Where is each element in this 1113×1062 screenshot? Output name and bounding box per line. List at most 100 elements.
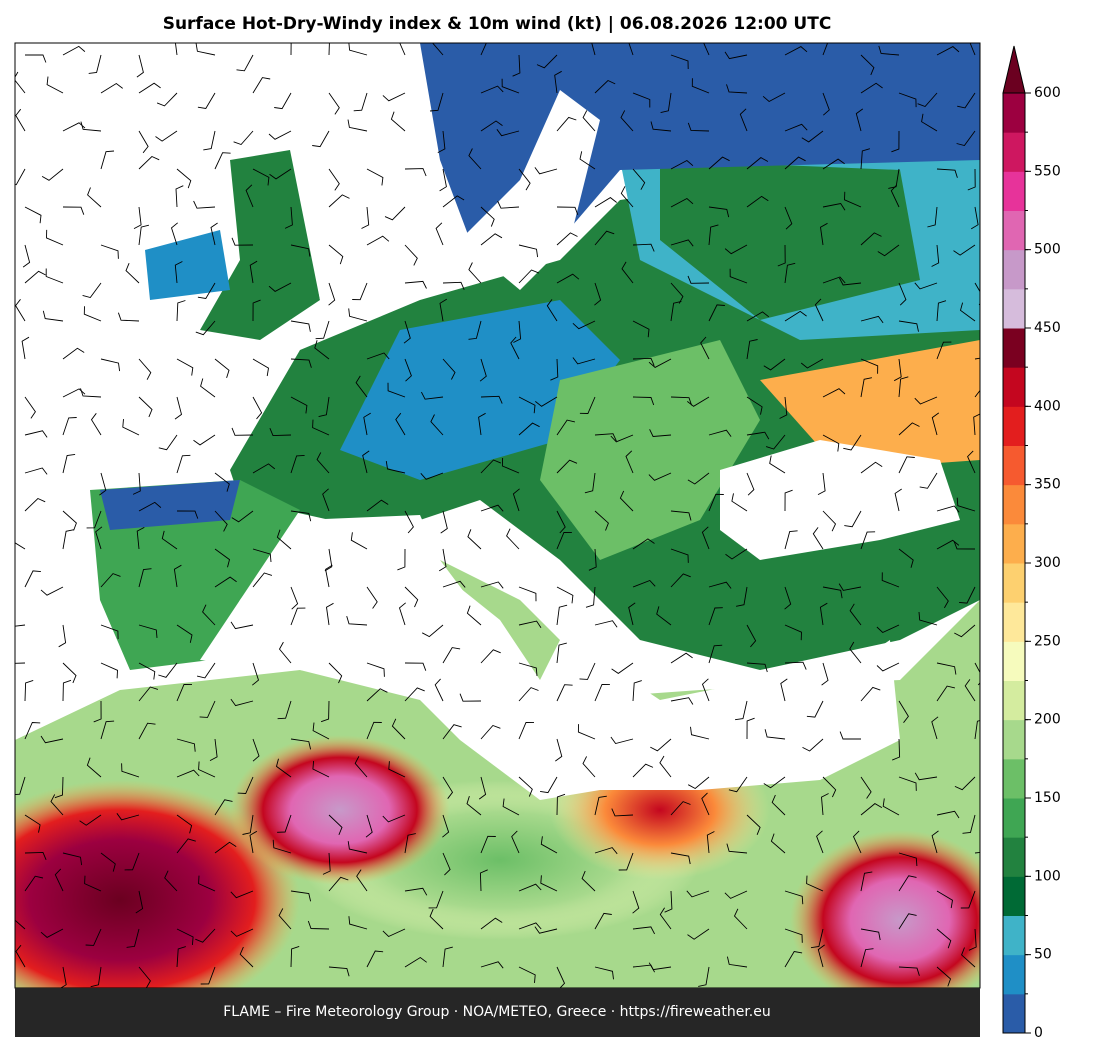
- wind-barb: [556, 116, 577, 132]
- wind-barb: [746, 431, 770, 440]
- wind-barb: [735, 700, 748, 721]
- wind-barb: [973, 413, 980, 436]
- wind-barb: [100, 662, 118, 679]
- wind-barb: [326, 602, 334, 626]
- wind-barb: [936, 586, 949, 609]
- wind-barb: [62, 122, 86, 132]
- wind-barb: [176, 300, 186, 322]
- wind-barb: [632, 890, 640, 914]
- wind-barb: [784, 262, 796, 284]
- wind-barb: [161, 530, 178, 550]
- wind-barb: [974, 282, 980, 306]
- colorbar-bin: [1003, 93, 1025, 133]
- wind-barb: [230, 890, 254, 899]
- wind-barb: [954, 776, 976, 791]
- hot-area: [230, 735, 450, 885]
- wind-barb: [100, 244, 119, 259]
- wind-barb: [252, 463, 276, 474]
- wind-barb: [878, 45, 900, 56]
- wind-barb: [891, 130, 900, 153]
- wind-barb: [404, 358, 412, 382]
- wind-barb: [100, 82, 123, 94]
- wind-barb: [628, 602, 636, 626]
- wind-barb: [822, 586, 843, 599]
- baltic-sea: [460, 90, 600, 290]
- wind-barb: [395, 412, 406, 436]
- wind-barb: [290, 586, 299, 610]
- wind-barb: [318, 396, 330, 418]
- wind-barb: [275, 758, 292, 778]
- wind-barb: [136, 54, 144, 78]
- wind-barb: [779, 396, 788, 419]
- wind-barb: [398, 602, 406, 626]
- wind-barb: [435, 222, 444, 246]
- wind-barb: [822, 158, 845, 170]
- wind-barb: [898, 776, 917, 791]
- wind-barb: [84, 875, 102, 892]
- wind-barb: [701, 792, 710, 816]
- wind-barb: [24, 270, 46, 284]
- wind-barb: [366, 352, 390, 360]
- wind-barb: [174, 396, 183, 420]
- wind-barb: [962, 814, 976, 834]
- wind-barb: [478, 776, 487, 800]
- wind-barb: [284, 206, 293, 229]
- wind-barb: [325, 564, 333, 588]
- wind-barb: [385, 461, 406, 474]
- wind-barb: [83, 306, 102, 322]
- wind-barb: [439, 298, 448, 322]
- wind-barb: [122, 419, 140, 436]
- wind-barb: [404, 887, 428, 896]
- wind-barb: [765, 434, 786, 450]
- wind-barb: [821, 793, 829, 816]
- wind-barb: [62, 417, 77, 436]
- wind-barb: [170, 222, 178, 246]
- wind-barb: [556, 510, 566, 534]
- wind-barb: [362, 450, 370, 474]
- wind-barb: [967, 168, 976, 191]
- wind-barb: [176, 454, 191, 474]
- wind-barb: [931, 244, 940, 267]
- wind-barb: [536, 54, 558, 69]
- wind-barb: [40, 928, 64, 938]
- wind-barb: [746, 662, 768, 673]
- wind-barb: [860, 803, 883, 816]
- land-europe: [760, 340, 980, 470]
- wind-barb: [898, 456, 915, 474]
- wind-barb: [404, 687, 425, 702]
- wind-barb: [632, 579, 656, 588]
- wind-barb: [58, 624, 67, 648]
- wind-barb: [480, 581, 504, 589]
- wind-barb: [843, 434, 862, 451]
- wind-barb: [860, 531, 876, 550]
- wind-barb: [100, 358, 121, 372]
- wind-barb: [956, 130, 976, 147]
- wind-barb: [860, 686, 881, 702]
- wind-barb: [800, 358, 824, 369]
- wind-barb: [312, 760, 330, 778]
- wind-barb: [252, 358, 269, 377]
- wind-barb: [210, 222, 218, 246]
- wind-barb: [199, 700, 216, 718]
- wind-barb: [687, 275, 710, 284]
- wind-barb: [892, 738, 901, 761]
- wind-barb: [315, 320, 330, 340]
- wind-barb: [366, 168, 384, 186]
- wind-barb: [174, 261, 183, 284]
- wind-barb: [90, 413, 102, 436]
- wind-barb: [278, 641, 292, 664]
- wind-barb: [802, 738, 824, 752]
- colorbar-bin: [1003, 328, 1025, 368]
- wind-barb: [746, 195, 769, 208]
- wind-barb: [214, 510, 228, 532]
- wind-barb: [54, 776, 64, 799]
- wind-barb: [852, 830, 862, 854]
- wind-barb: [312, 130, 330, 148]
- wind-barb: [307, 920, 330, 930]
- wind-barb: [193, 200, 216, 209]
- wind-barb: [15, 919, 26, 930]
- wind-barb: [700, 336, 710, 360]
- wind-barb: [816, 830, 824, 854]
- colorbar-bin: [1003, 367, 1025, 407]
- wind-barb: [534, 167, 558, 175]
